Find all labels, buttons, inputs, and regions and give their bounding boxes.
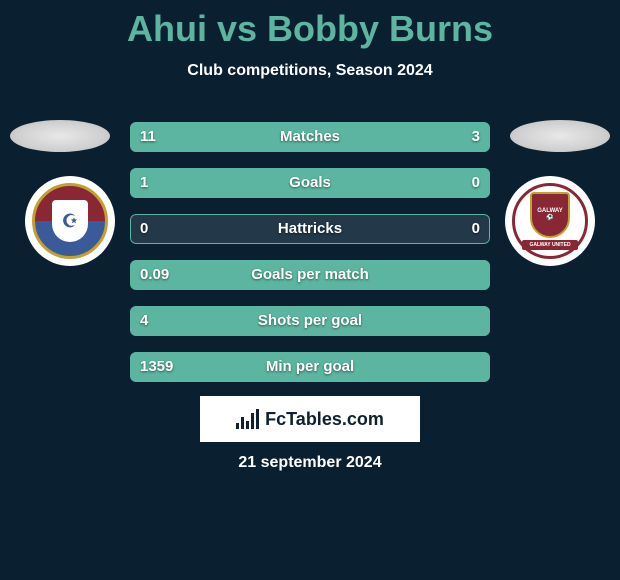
stat-row: 0.09Goals per match [130,260,490,290]
stat-label: Shots per goal [130,306,490,336]
stat-row: 113Matches [130,122,490,152]
branding-box: FcTables.com [200,396,420,442]
player-right-ellipse [510,120,610,152]
stats-container: 113Matches 10Goals 00Hattricks 0.09Goals pe… [130,122,490,398]
stat-row: 4Shots per goal [130,306,490,336]
player-left-ellipse [10,120,110,152]
stat-label: Matches [130,122,490,152]
club-badge-right: GALWAY⚽ GALWAY UNITED [505,176,595,266]
page-title: Ahui vs Bobby Burns [0,0,620,50]
stat-label: Min per goal [130,352,490,382]
drogheda-badge-icon: ☪ [32,183,108,259]
stat-row: 10Goals [130,168,490,198]
subtitle: Club competitions, Season 2024 [0,62,620,80]
stat-label: Hattricks [130,214,490,244]
stat-label: Goals per match [130,260,490,290]
branding-text: FcTables.com [265,409,384,430]
galway-badge-icon: GALWAY⚽ GALWAY UNITED [512,183,588,259]
chart-icon [236,409,259,429]
club-badge-left: ☪ [25,176,115,266]
stat-row: 1359Min per goal [130,352,490,382]
stat-label: Goals [130,168,490,198]
stat-row: 00Hattricks [130,214,490,244]
date-text: 21 september 2024 [0,454,620,472]
